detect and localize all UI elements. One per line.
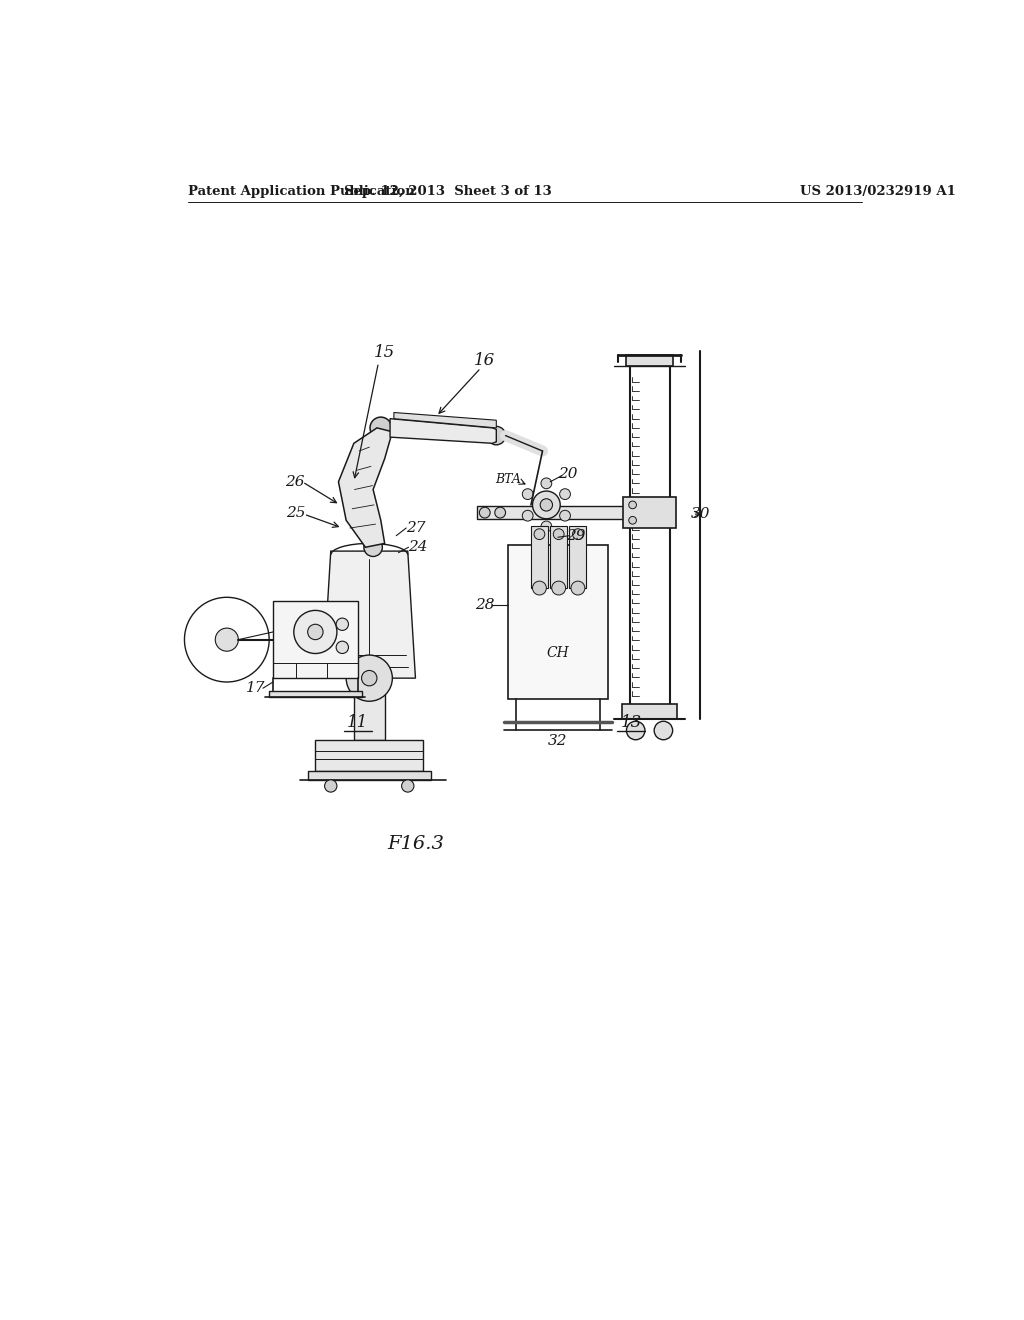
Text: 29: 29 xyxy=(566,529,586,543)
Text: US 2013/0232919 A1: US 2013/0232919 A1 xyxy=(801,185,956,198)
Circle shape xyxy=(325,780,337,792)
Bar xyxy=(550,527,567,589)
Circle shape xyxy=(294,610,337,653)
Circle shape xyxy=(522,511,534,521)
Circle shape xyxy=(535,529,545,540)
Text: 27: 27 xyxy=(406,521,425,535)
Text: Patent Application Publication: Patent Application Publication xyxy=(188,185,415,198)
Text: 20: 20 xyxy=(558,467,578,480)
Polygon shape xyxy=(394,412,497,428)
Bar xyxy=(354,678,385,739)
Bar xyxy=(477,507,646,519)
Circle shape xyxy=(336,642,348,653)
Circle shape xyxy=(346,655,392,701)
Circle shape xyxy=(627,721,645,739)
Text: 30: 30 xyxy=(690,507,710,521)
Bar xyxy=(624,498,676,528)
Circle shape xyxy=(532,581,547,595)
Circle shape xyxy=(571,581,585,595)
Circle shape xyxy=(560,488,570,499)
Text: CH: CH xyxy=(547,645,569,660)
Text: F16.3: F16.3 xyxy=(387,834,443,853)
Bar xyxy=(315,739,423,771)
Circle shape xyxy=(541,499,553,511)
Circle shape xyxy=(541,478,552,488)
Bar xyxy=(508,545,608,700)
Circle shape xyxy=(336,618,348,631)
Circle shape xyxy=(401,780,414,792)
Circle shape xyxy=(552,581,565,595)
Text: 17: 17 xyxy=(246,681,265,696)
Circle shape xyxy=(495,507,506,517)
Circle shape xyxy=(364,539,382,557)
Circle shape xyxy=(541,521,552,532)
Polygon shape xyxy=(323,552,416,678)
Bar xyxy=(622,704,677,719)
Circle shape xyxy=(654,721,673,739)
Circle shape xyxy=(487,426,506,445)
Circle shape xyxy=(629,502,637,508)
Circle shape xyxy=(532,491,560,519)
Bar xyxy=(307,771,431,780)
Circle shape xyxy=(307,624,323,640)
Bar xyxy=(273,601,357,678)
Polygon shape xyxy=(339,428,392,548)
Circle shape xyxy=(522,488,534,499)
Circle shape xyxy=(629,516,637,524)
Text: BTA: BTA xyxy=(495,473,521,486)
Circle shape xyxy=(572,529,584,540)
Bar xyxy=(269,692,361,697)
Text: 25: 25 xyxy=(287,506,306,520)
Circle shape xyxy=(479,507,490,517)
Bar xyxy=(531,527,548,589)
Text: 26: 26 xyxy=(285,475,304,488)
Circle shape xyxy=(560,511,570,521)
Bar xyxy=(626,355,674,367)
Circle shape xyxy=(361,671,377,686)
Text: 24: 24 xyxy=(408,540,428,554)
Bar xyxy=(569,527,587,589)
Text: 11: 11 xyxy=(347,714,369,730)
Polygon shape xyxy=(390,418,497,444)
Text: 32: 32 xyxy=(548,734,567,748)
Text: 16: 16 xyxy=(474,351,496,368)
Circle shape xyxy=(215,628,239,651)
Text: Sep. 12, 2013  Sheet 3 of 13: Sep. 12, 2013 Sheet 3 of 13 xyxy=(344,185,552,198)
Text: 15: 15 xyxy=(374,345,395,360)
Circle shape xyxy=(553,529,564,540)
Text: 28: 28 xyxy=(475,598,495,612)
Text: 13: 13 xyxy=(621,714,642,730)
Circle shape xyxy=(370,417,391,438)
